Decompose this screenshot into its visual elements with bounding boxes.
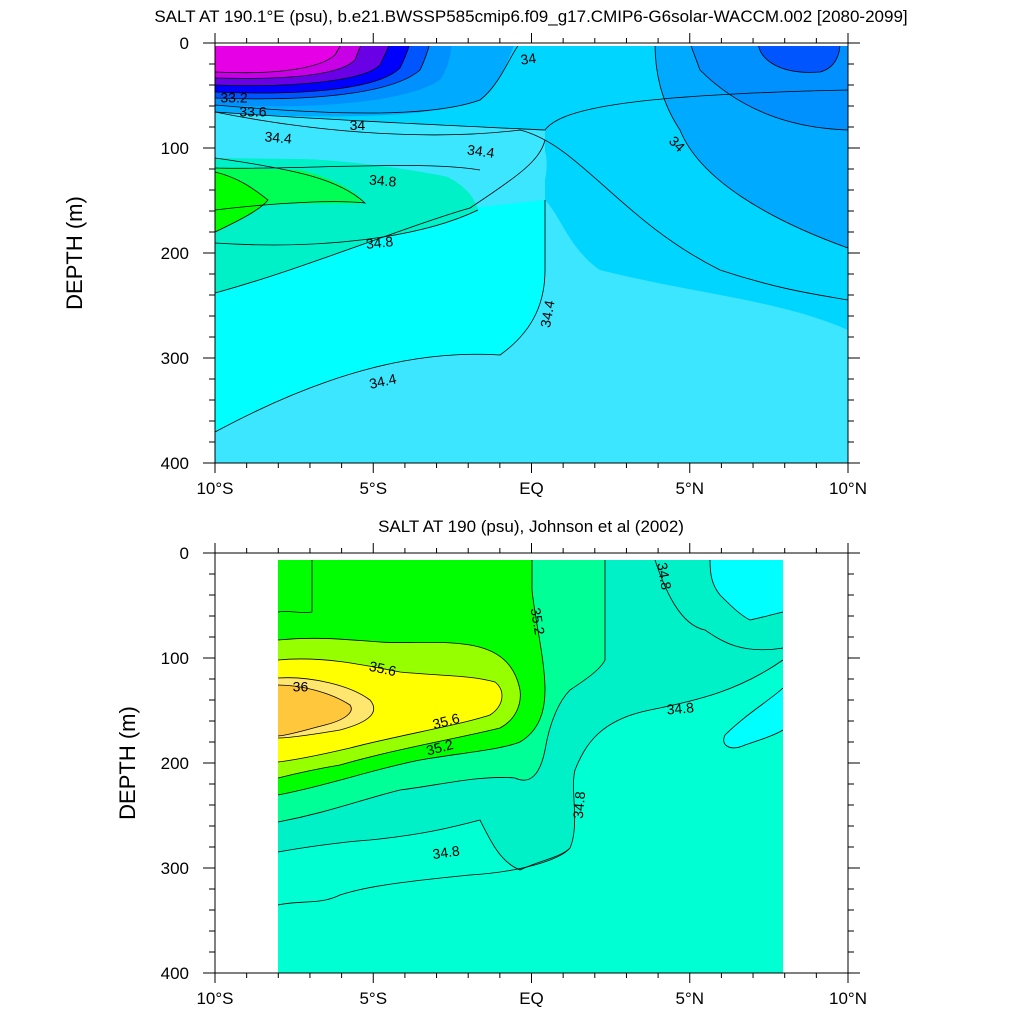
- panel-obs-axes: 10°S 5°S EQ 5°N 10°N 0 100 200 300 400: [161, 543, 867, 1008]
- contour-line-model: [215, 89, 848, 131]
- panel-model-title: SALT AT 190.1°E (psu), b.e21.BWSSP585cmi…: [154, 7, 907, 26]
- contour-line-obs: [277, 658, 503, 763]
- x-tick-label: 5°S: [359, 479, 387, 498]
- contour-label: 35.2: [424, 736, 455, 759]
- contour-line-model: [215, 200, 546, 433]
- contour-fill-obs-34-6b: [723, 688, 783, 748]
- contour-line-model: [215, 209, 479, 246]
- contour-line-model: [215, 139, 546, 294]
- contour-label: 34.4: [466, 141, 495, 161]
- x-tick-label: EQ: [519, 989, 544, 1008]
- panel-model-ylabel: DEPTH (m): [62, 196, 87, 310]
- y-tick-label: 200: [161, 754, 189, 773]
- x-tick-label: 10°N: [829, 989, 867, 1008]
- contour-line-model: [215, 111, 848, 301]
- y-tick-label: 300: [161, 349, 189, 368]
- y-tick-label: 400: [161, 964, 189, 983]
- contour-lines-obs: [277, 559, 784, 906]
- contour-label: 34.8: [365, 233, 394, 252]
- contour-label: 34.4: [264, 128, 293, 146]
- contour-fill-obs-36-0: [278, 685, 352, 736]
- panel-obs-contours: [277, 559, 784, 973]
- contour-fill-model-w-32-8: [215, 43, 342, 73]
- panel-model-axes: 10°S 5°S EQ 5°N 10°N 0 100 200 300 400: [161, 33, 867, 498]
- y-tick-label: 0: [180, 544, 189, 563]
- x-tick-label: 10°S: [196, 989, 233, 1008]
- panel-obs-ylabel: DEPTH (m): [115, 706, 140, 820]
- contour-label: 35.6: [431, 710, 462, 733]
- contour-line-model: [215, 43, 521, 114]
- contour-line-model: [215, 171, 269, 233]
- y-tick-label: 400: [161, 454, 189, 473]
- x-tick-label: 5°N: [675, 989, 704, 1008]
- contour-label: 34.8: [654, 561, 675, 591]
- y-tick-label: 100: [161, 649, 189, 668]
- y-tick-label: 100: [161, 139, 189, 158]
- contour-label: 34.4: [368, 370, 398, 391]
- panel-obs: SALT AT 190 (psu), Johnson et al (2002): [115, 517, 867, 1008]
- contour-label: 33.2: [220, 90, 247, 106]
- contour-label: 34: [520, 50, 538, 68]
- contour-fill-obs-34-6a: [710, 560, 783, 620]
- contour-line-obs: [277, 847, 571, 906]
- contour-label: 34.8: [666, 699, 695, 717]
- x-tick-label: EQ: [519, 479, 544, 498]
- contour-line-obs: [709, 559, 784, 621]
- contour-line-obs: [277, 677, 375, 739]
- model-top-margin: [215, 43, 848, 46]
- x-tick-label: 5°N: [675, 479, 704, 498]
- contour-line-model: [215, 165, 481, 171]
- y-tick-label: 300: [161, 859, 189, 878]
- contour-line-model: [215, 43, 343, 74]
- contour-fill-model-33-6: [758, 43, 840, 73]
- y-tick-label: 0: [180, 34, 189, 53]
- contour-line-model: [215, 43, 431, 100]
- contour-labels-obs: 36 35.6 35.6 35.2 35.2 34.8 34.8 34.8 34.8: [293, 561, 695, 862]
- contour-fill-model-34-4: [215, 112, 547, 200]
- contour-label: 34.8: [368, 171, 397, 189]
- contour-label: 34.4: [537, 299, 558, 329]
- contour-line-obs: [723, 687, 784, 749]
- contour-lines-model: [215, 43, 848, 433]
- contour-label: 34.8: [570, 791, 588, 820]
- contour-line-obs: [654, 559, 784, 651]
- contour-label: 34: [350, 117, 366, 133]
- x-tick-label: 10°S: [196, 479, 233, 498]
- x-tick-label: 5°S: [359, 989, 387, 1008]
- panel-model: SALT AT 190.1°E (psu), b.e21.BWSSP585cmi…: [62, 7, 908, 498]
- contour-fill-model-35-2: [215, 172, 268, 232]
- panel-model-contours: [215, 43, 848, 463]
- contour-line-model: [215, 43, 411, 94]
- contour-line-model: [654, 43, 848, 249]
- contour-line-model: [215, 43, 363, 79]
- contour-fill-model-34-6: [215, 200, 545, 432]
- contour-line-obs: [277, 637, 521, 779]
- contour-label: 35.6: [368, 658, 398, 679]
- contour-label: 33.6: [239, 103, 266, 119]
- contour-line-model: [689, 43, 848, 131]
- contour-line-model: [215, 157, 367, 211]
- contour-line-obs: [277, 560, 546, 796]
- contour-line-model: [215, 43, 391, 87]
- x-tick-label: 10°N: [829, 479, 867, 498]
- contour-line-obs: [277, 560, 606, 823]
- y-tick-label: 200: [161, 244, 189, 263]
- contour-line-obs: [277, 684, 352, 737]
- contour-line-obs: [277, 659, 784, 871]
- panel-obs-title: SALT AT 190 (psu), Johnson et al (2002): [378, 517, 684, 536]
- contour-line-model: [757, 43, 841, 73]
- contour-label: 34.8: [431, 842, 460, 862]
- contour-line-obs: [277, 560, 313, 613]
- contour-label: 36: [293, 678, 309, 694]
- contour-label: 35.2: [528, 606, 549, 636]
